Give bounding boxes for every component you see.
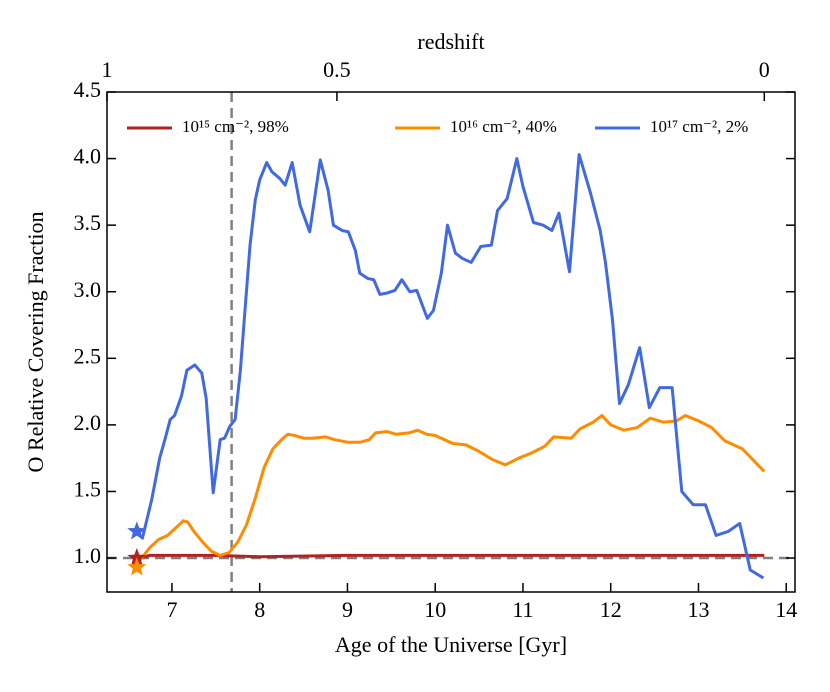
x2-tick-label: 1 [102, 57, 113, 82]
y-tick-label: 1.5 [74, 477, 102, 502]
x-tick-label: 10 [424, 597, 446, 622]
y-tick-label: 3.5 [74, 210, 102, 235]
star-marker [127, 521, 147, 540]
y-axis-label: O Relative Covering Fraction [23, 212, 48, 473]
y-tick-label: 3.0 [74, 277, 102, 302]
x-tick-label: 8 [254, 597, 265, 622]
star-marker [127, 557, 147, 576]
y-tick-label: 2.0 [74, 410, 102, 435]
y-tick-label: 4.5 [74, 77, 102, 102]
x-tick-label: 14 [775, 597, 797, 622]
x2-axis-label: redshift [417, 29, 484, 54]
x-tick-label: 13 [687, 597, 709, 622]
legend-label: 10¹⁷ cm⁻², 2% [650, 117, 748, 136]
plot-frame [106, 91, 796, 593]
data-line [140, 153, 765, 580]
x-tick-label: 7 [166, 597, 177, 622]
star-marker [127, 548, 147, 567]
y-tick-label: 1.0 [74, 543, 102, 568]
x2-tick-label: 0.5 [323, 57, 351, 82]
legend-label: 10¹⁶ cm⁻², 40% [450, 117, 557, 136]
x-tick-label: 12 [600, 597, 622, 622]
data-line [138, 414, 766, 562]
y-tick-label: 4.0 [74, 144, 102, 169]
legend-label: 10¹⁵ cm⁻², 98% [182, 117, 289, 136]
x-tick-label: 11 [512, 597, 533, 622]
y-tick-label: 2.5 [74, 343, 102, 368]
data-line [139, 553, 765, 560]
x-axis-label: Age of the Universe [Gyr] [335, 632, 567, 657]
x-tick-label: 9 [342, 597, 353, 622]
x2-tick-label: 0 [759, 57, 770, 82]
